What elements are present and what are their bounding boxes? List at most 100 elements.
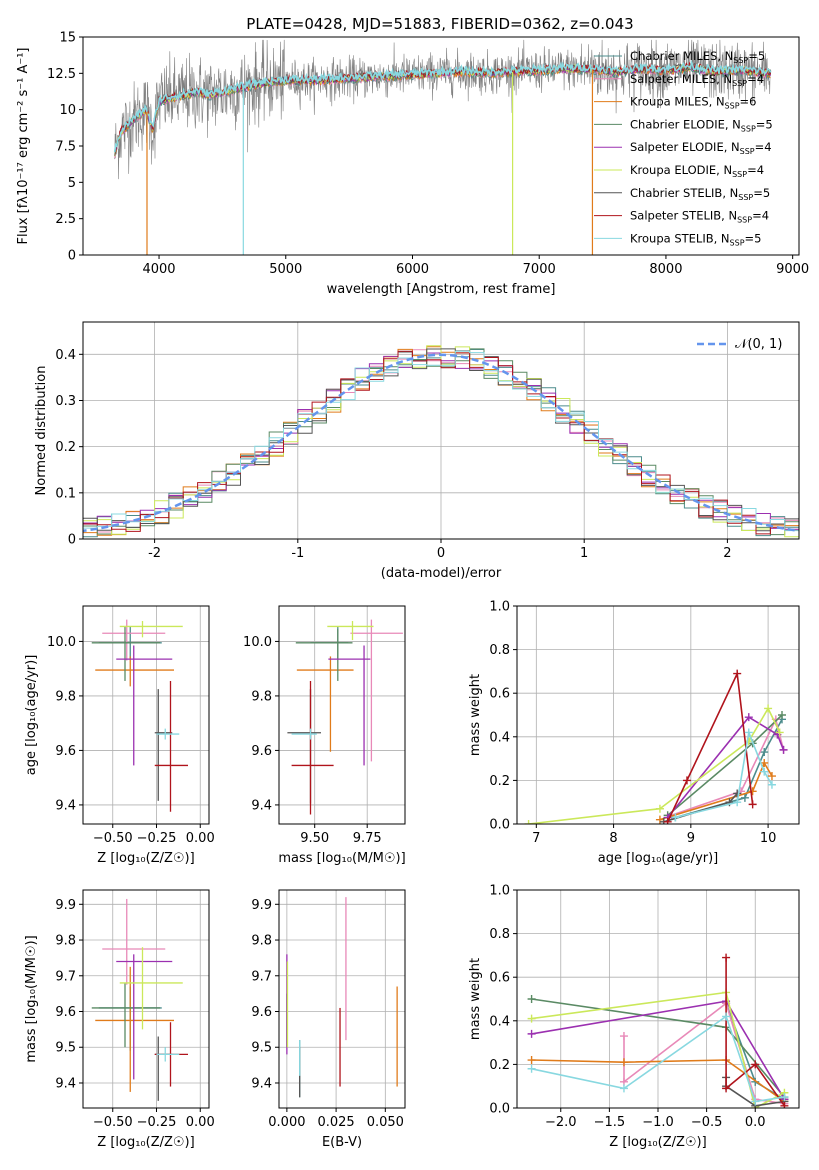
y-tick-label: 0 [68,533,76,548]
weight-marker [748,787,757,796]
weight-marker [779,745,788,754]
x-tick-label: 2 [723,546,731,561]
y-tick-label: 9.8 [55,689,76,704]
y-tick-label: 0.2 [55,440,76,455]
weight-line [725,957,786,1107]
x-axis-label: Z [log₁₀(Z/Z☉)] [97,1135,194,1150]
legend-label: Salpeter STELIB, NSSP=4 [630,209,769,225]
weight-marker [767,780,776,789]
weight-marker [780,1093,789,1102]
x-tick-label: 5000 [269,262,302,277]
weight-marker [780,1101,789,1108]
x-tick-label: −0.25 [137,831,177,846]
y-tick-label: 10.0 [243,635,272,650]
errorbar-point [295,629,353,681]
errorbar-point [95,966,174,1092]
y-tick-label: 0.1 [55,486,76,501]
panel-spectrum: 4000 5000 6000 7000 8000 9000 0 2.5 5 7.5 10 12.5 15… [16,31,809,298]
y-tick-label: 9.6 [251,1005,272,1020]
errorbar-point [291,728,317,740]
errorbar-point [156,728,180,740]
y-tick-label: 7.5 [55,140,76,155]
y-tick-label: 12.5 [47,67,76,82]
errorbar-point [156,1047,180,1062]
spectrum-data-line [114,39,772,180]
x-tick-label: 0.00 [186,831,215,846]
weight-marker [722,1084,731,1093]
y-tick-label: 0.2 [489,774,510,789]
y-tick-label: 1.0 [489,884,510,899]
y-tick-label: 0.4 [489,730,510,745]
weight-line [659,761,773,821]
x-tick-label: 8000 [649,262,682,277]
plot-area [286,897,398,1098]
y-tick-label: 9.9 [55,898,76,913]
y-axis-label: Flux [fλ10⁻¹⁷ erg cm⁻² s⁻¹ A⁻¹] [16,48,31,245]
panel-age-vs-z: −0.50 −0.25 0.00 9.4 9.6 9.8 10.0 Z [log₁₀(Z/Z☉… [24,605,215,866]
x-tick-label: 1 [580,546,588,561]
weight-marker [722,953,731,962]
y-tick-label: 0.4 [55,348,76,363]
weight-marker [619,1032,628,1041]
plot-area [91,619,188,812]
y-tick-label: 0.8 [489,643,510,658]
weight-marker [760,767,769,776]
weight-marker [527,995,536,1003]
errorbar-point [154,680,188,812]
errorbar-point [327,620,374,641]
x-tick-label: 7 [532,831,540,846]
plot-area [91,898,188,1101]
legend: Chabrier MILES, NSSP=5 Salpeter MILES, NS… [594,49,773,247]
panel-age-vs-mass: 9.50 9.75 9.4 9.6 9.8 10.0 mass [log₁₀(M/M☉)] [243,605,406,866]
errorbar-point [91,626,160,681]
errorbar-point [119,620,183,638]
weight-marker [751,1060,760,1069]
x-tick-label: −2.0 [545,1115,577,1130]
legend-label: 𝒩(0, 1) [735,337,782,352]
y-tick-label: 9.7 [55,969,76,984]
weight-marker [775,728,784,737]
y-tick-label: 0.8 [489,927,510,942]
weight-marker [733,669,742,678]
y-axis-label: mass weight [468,674,483,756]
y-tick-label: 0.0 [489,818,510,833]
spectrum-model-line [113,59,772,153]
axes-frame [82,605,210,825]
x-tick-label: -2 [148,546,161,561]
y-tick-label: 0.6 [489,971,510,986]
weight-marker [524,820,533,824]
weight-marker [733,789,742,798]
x-tick-label: −0.25 [137,1115,177,1130]
x-tick-label: −0.50 [93,1115,133,1130]
x-tick-label: 0 [437,546,445,561]
x-axis-label: (data-model)/error [381,566,502,581]
axes-frame [516,605,800,825]
x-tick-label: −0.5 [691,1115,723,1130]
y-tick-label: 0.4 [489,1014,510,1029]
weight-line [667,716,785,819]
y-tick-label: 9.8 [55,934,76,949]
y-tick-label: 5 [68,176,76,191]
x-tick-label: 10 [760,831,777,846]
y-axis-label: mass weight [468,958,483,1040]
y-tick-label: 9.6 [55,744,76,759]
gaussian-curve [83,353,799,533]
weight-marker [744,728,753,737]
y-tick-label: 9.8 [251,934,272,949]
weight-marker [619,1058,628,1067]
weight-marker [744,713,753,722]
x-tick-label: 0.000 [268,1115,305,1130]
weight-marker [682,776,691,785]
x-tick-label: 6000 [396,262,429,277]
weight-marker [767,772,776,781]
axes-frame [278,605,406,825]
y-tick-label: 9.4 [55,798,76,813]
x-tick-label: 0.050 [367,1115,404,1130]
y-tick-label: 9.6 [55,1005,76,1020]
x-tick-label: 4000 [142,262,175,277]
x-tick-label: 0.025 [317,1115,354,1130]
legend-label: Salpeter MILES, NSSP=4 [630,72,764,88]
weight-marker [619,1084,628,1093]
y-tick-label: 9.8 [251,689,272,704]
